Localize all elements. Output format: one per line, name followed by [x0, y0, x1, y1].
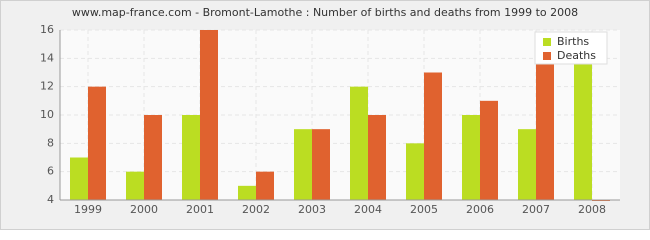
bar	[312, 129, 330, 200]
bar	[182, 115, 200, 200]
y-tick-label: 8	[47, 136, 54, 149]
bar	[294, 129, 312, 200]
x-tick-label: 2008	[578, 203, 606, 216]
y-tick-label: 16	[40, 23, 54, 36]
chart: www.map-france.com - Bromont-Lamothe : N…	[0, 0, 650, 230]
bar	[144, 115, 162, 200]
x-tick-label: 2001	[186, 203, 214, 216]
x-tick-label: 2005	[410, 203, 438, 216]
y-tick-label: 10	[40, 108, 54, 121]
legend-swatch	[543, 38, 551, 46]
bar	[70, 157, 88, 200]
x-tick-label: 2007	[522, 203, 550, 216]
x-tick-label: 1999	[74, 203, 102, 216]
y-tick-label: 4	[47, 193, 54, 206]
x-tick-label: 2004	[354, 203, 382, 216]
bar	[518, 129, 536, 200]
chart-title: www.map-france.com - Bromont-Lamothe : N…	[72, 6, 578, 19]
legend-swatch	[543, 52, 551, 60]
x-tick-label: 2003	[298, 203, 326, 216]
legend-label: Births	[557, 35, 589, 48]
bar	[368, 115, 386, 200]
bar	[480, 100, 498, 200]
bar	[88, 86, 106, 200]
legend-label: Deaths	[557, 49, 596, 62]
bar	[256, 171, 274, 200]
x-tick-label: 2006	[466, 203, 494, 216]
bar	[126, 171, 144, 200]
bar	[350, 86, 368, 200]
bar	[536, 58, 554, 201]
bar	[200, 30, 218, 200]
bar	[462, 115, 480, 200]
bar	[424, 72, 442, 200]
x-tick-label: 2002	[242, 203, 270, 216]
y-tick-label: 14	[40, 51, 54, 64]
y-tick-label: 6	[47, 165, 54, 178]
bar	[238, 185, 256, 200]
x-tick-label: 2000	[130, 203, 158, 216]
bar	[406, 143, 424, 200]
y-tick-label: 12	[40, 80, 54, 93]
bar	[574, 58, 592, 201]
